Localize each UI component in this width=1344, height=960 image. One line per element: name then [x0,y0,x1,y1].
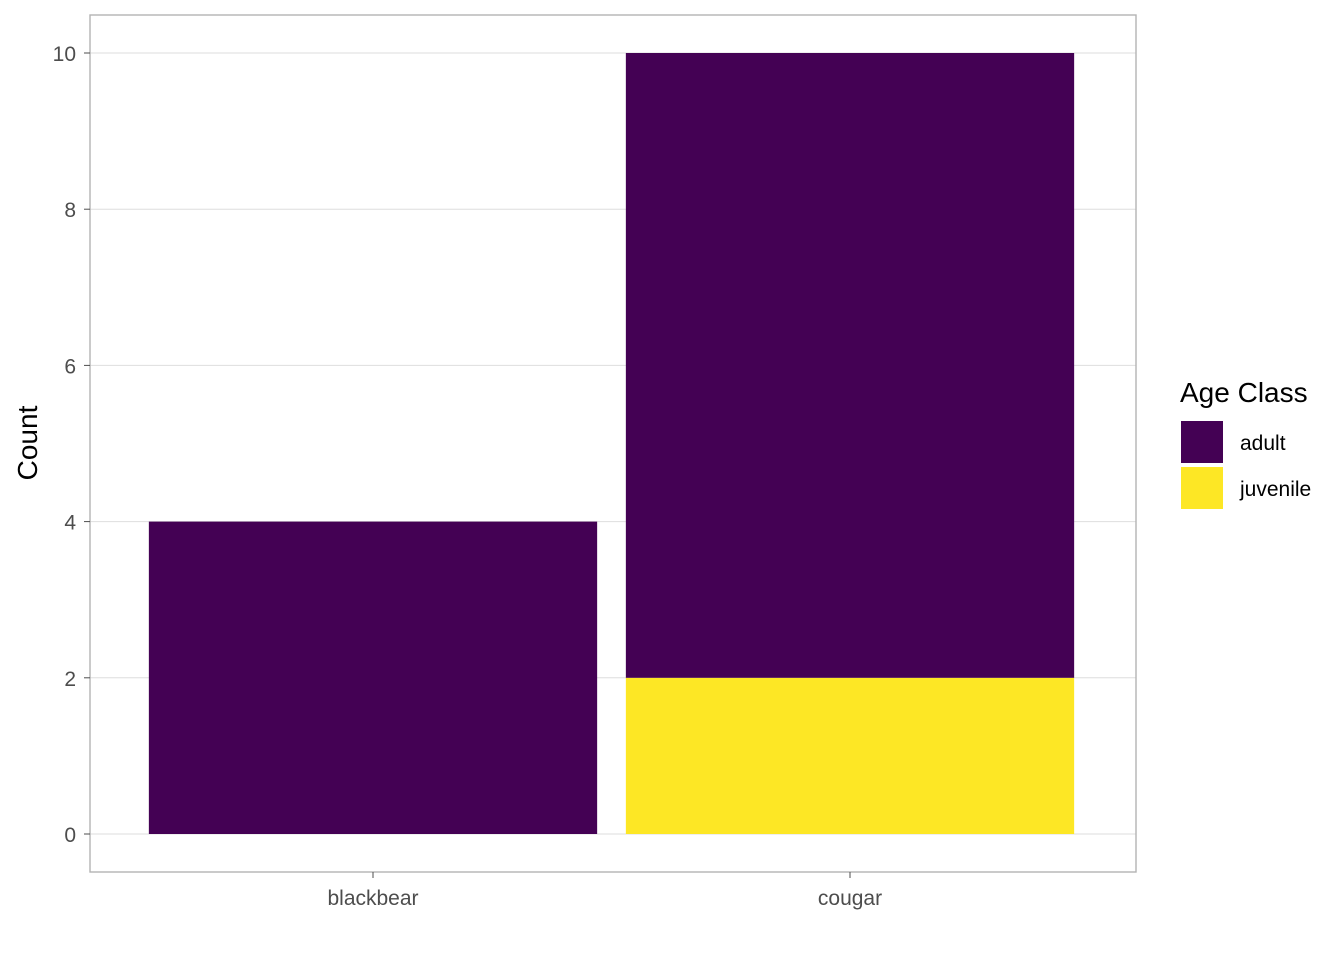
legend-label-juvenile: juvenile [1239,478,1311,501]
legend: Age Class adult juvenile [1180,377,1311,509]
plot-panel-border [89,14,1137,873]
legend-items: adult juvenile [1181,421,1311,509]
x-tick-label: cougar [818,887,882,910]
legend-swatch-adult [1181,421,1223,463]
y-tick-label: 0 [64,824,76,847]
bar-cougar-juvenile [625,677,1075,834]
bar-cougar-adult [625,53,1075,678]
legend-swatch-juvenile [1181,467,1223,509]
y-axis-title: Count [12,405,43,480]
bars [148,53,1075,834]
y-tick-label: 8 [64,199,76,222]
y-tick-label: 4 [64,512,76,535]
legend-title: Age Class [1180,377,1308,408]
y-axis-ticks: 0 2 4 6 8 10 [53,43,90,847]
y-tick-label: 6 [64,355,76,378]
x-tick-label: blackbear [327,887,418,910]
bar-blackbear-adult [148,521,598,834]
legend-label-adult: adult [1240,432,1286,455]
y-tick-label: 2 [64,668,76,691]
y-tick-label: 10 [53,43,76,66]
x-axis-ticks: blackbear cougar [327,872,882,910]
